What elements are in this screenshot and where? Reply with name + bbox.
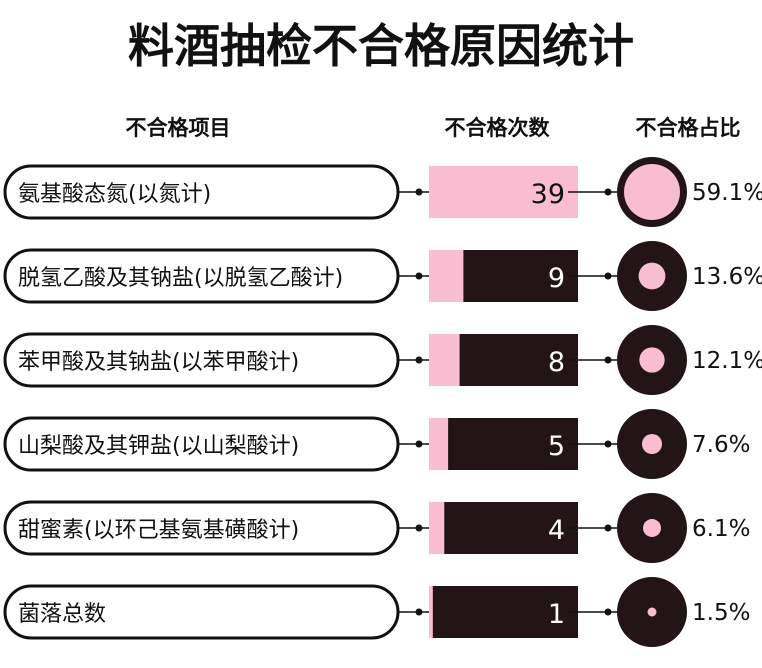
percent-label: 59.1%: [692, 180, 762, 206]
bar-track: [429, 502, 578, 554]
connector-dot: [604, 524, 612, 532]
bar-track: [429, 586, 578, 638]
percent-dot: [647, 607, 657, 617]
bar-value-label: 9: [548, 263, 565, 294]
connector-dot: [415, 524, 423, 532]
percent-label: 12.1%: [692, 348, 762, 374]
connector-dot: [604, 608, 612, 616]
connector-dot: [604, 440, 612, 448]
percent-dot: [624, 164, 680, 220]
percent-dot: [639, 347, 665, 373]
column-header-item: 不合格项目: [126, 116, 231, 140]
bar-value-label: 8: [548, 347, 565, 378]
bar: [429, 250, 464, 302]
item-label: 脱氢乙酸及其钠盐(以脱氢乙酸计): [18, 266, 343, 291]
bar-value-label: 4: [548, 515, 565, 546]
item-label: 山梨酸及其钾盐(以山梨酸计): [18, 434, 299, 459]
connector-dot: [415, 356, 423, 364]
bar-value-label: 39: [531, 179, 565, 210]
connector-dot: [604, 356, 612, 364]
bar: [429, 418, 449, 470]
bar: [429, 502, 445, 554]
connector-dot: [415, 440, 423, 448]
item-label: 甜蜜素(以环己基氨基磺酸计): [18, 518, 299, 543]
bar-track: [429, 418, 578, 470]
item-label: 苯甲酸及其钠盐(以苯甲酸计): [18, 350, 299, 375]
percent-label: 13.6%: [692, 264, 762, 290]
percent-dot: [641, 433, 663, 455]
chart-title: 料酒抽检不合格原因统计: [128, 19, 634, 73]
connector-dot: [415, 608, 423, 616]
item-label: 氨基酸态氮(以氮计): [18, 182, 211, 207]
column-header-count: 不合格次数: [445, 116, 551, 140]
bar: [429, 334, 460, 386]
connector-dot: [415, 188, 423, 196]
bar: [429, 586, 433, 638]
percent-dot: [643, 519, 661, 537]
connector-dot: [604, 188, 612, 196]
item-label: 菌落总数: [18, 602, 106, 627]
connector-dot: [415, 272, 423, 280]
percent-label: 6.1%: [692, 516, 750, 542]
percent-label: 1.5%: [692, 600, 750, 626]
percent-dot: [638, 262, 666, 290]
bar-value-label: 1: [548, 599, 565, 630]
bar: [429, 166, 578, 218]
connector-dot: [604, 272, 612, 280]
bar-value-label: 5: [548, 431, 565, 462]
column-header-percent: 不合格占比: [636, 116, 741, 140]
percent-label: 7.6%: [692, 432, 750, 458]
